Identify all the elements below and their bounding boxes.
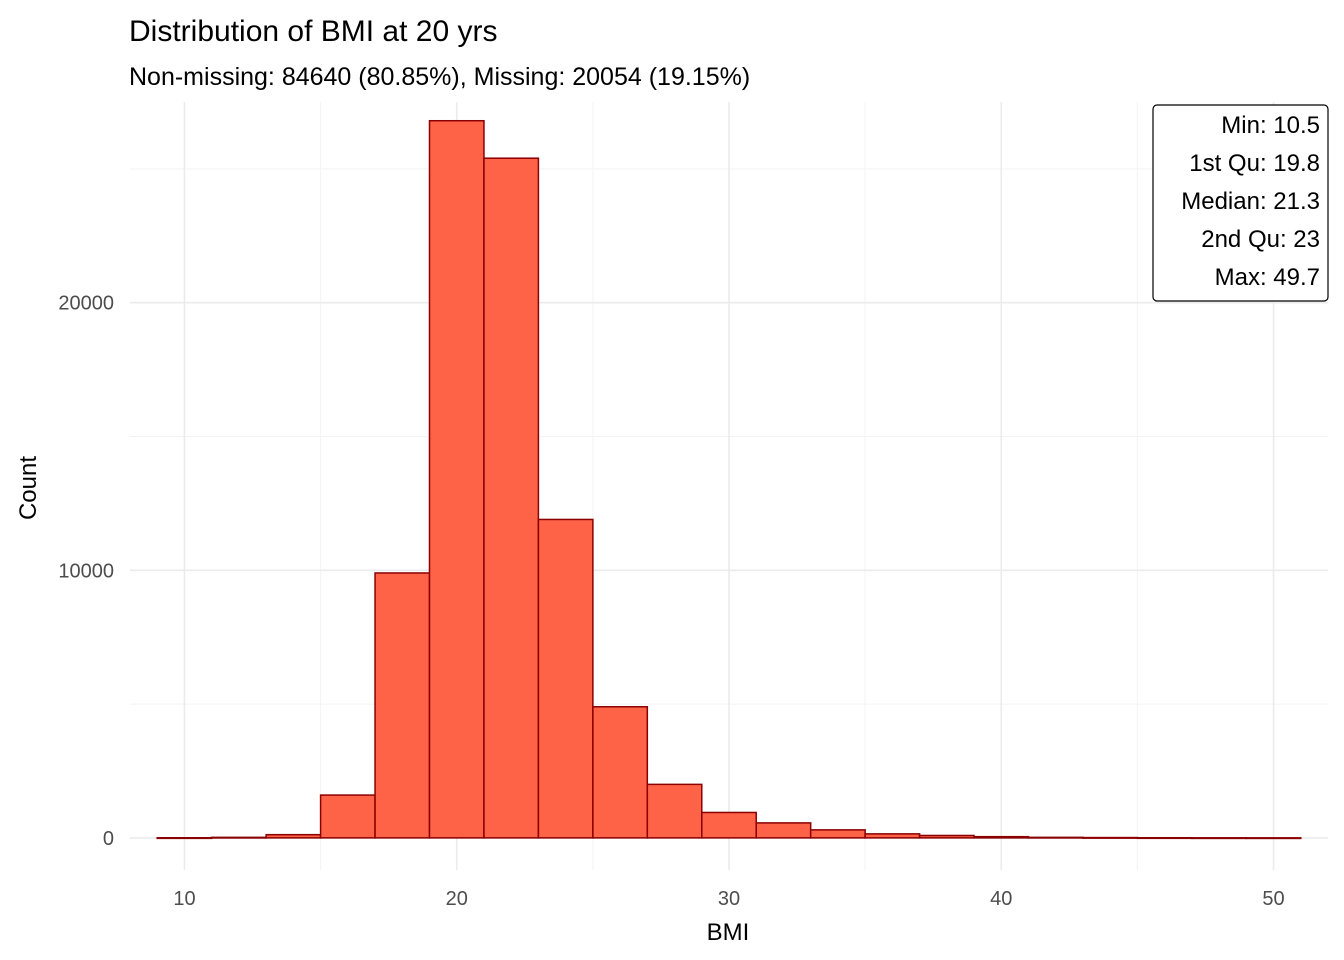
histogram-bar [210, 836, 267, 839]
x-tick-label: 20 [446, 888, 468, 910]
y-tick-label: 0 [103, 828, 114, 850]
histogram-bar [537, 518, 594, 839]
histogram-bar [1082, 836, 1139, 839]
histogram-bar [864, 833, 921, 839]
x-tick-label: 10 [173, 888, 195, 910]
histogram-bar [755, 822, 812, 839]
histogram-bar [701, 811, 757, 839]
histogram-bar [1245, 837, 1302, 840]
x-tick-label: 30 [718, 888, 740, 910]
histogram-bars [156, 119, 1302, 840]
histogram-bar [156, 837, 213, 840]
histogram-bar [265, 833, 322, 839]
x-axis-ticks: 10 20 30 40 50 [173, 888, 1284, 910]
grid-lines [130, 102, 1328, 870]
summary-box-frame [1152, 104, 1329, 302]
histogram-bar [1027, 836, 1084, 839]
summary-stat-line: Min: 10.5 [1221, 112, 1320, 139]
histogram-bar [646, 783, 703, 839]
histogram-bar [428, 119, 485, 839]
x-axis-title: BMI [707, 919, 750, 946]
histogram-bar [809, 829, 866, 839]
histogram-bar [1136, 836, 1193, 840]
histogram-bar [374, 572, 431, 839]
histogram-bar [592, 706, 649, 839]
summary-statistics-box: Min: 10.5 1st Qu: 19.8 Median: 21.3 2nd Qu:… [1152, 104, 1329, 302]
summary-stat-line: Median: 21.3 [1181, 188, 1320, 215]
histogram-bar [483, 157, 540, 839]
histogram-bar [973, 835, 1030, 839]
chart-title: Distribution of BMI at 20 yrs [129, 15, 497, 48]
y-tick-label: 20000 [58, 293, 114, 315]
summary-stat-line: 2nd Qu: 23 [1201, 226, 1320, 253]
histogram-bar [1191, 837, 1248, 840]
y-tick-label: 10000 [58, 560, 114, 582]
x-tick-label: 40 [990, 888, 1012, 910]
histogram-bar [918, 834, 975, 839]
x-tick-label: 50 [1262, 888, 1284, 910]
y-axis-ticks: 0 10000 20000 [58, 293, 114, 850]
summary-stat-line: Max: 49.7 [1215, 264, 1320, 291]
chart-subtitle: Non-missing: 84640 (80.85%), Missing: 20… [129, 63, 750, 91]
histogram-bar [319, 794, 376, 839]
y-axis-title: Count [15, 456, 42, 520]
summary-stat-line: 1st Qu: 19.8 [1189, 150, 1320, 177]
